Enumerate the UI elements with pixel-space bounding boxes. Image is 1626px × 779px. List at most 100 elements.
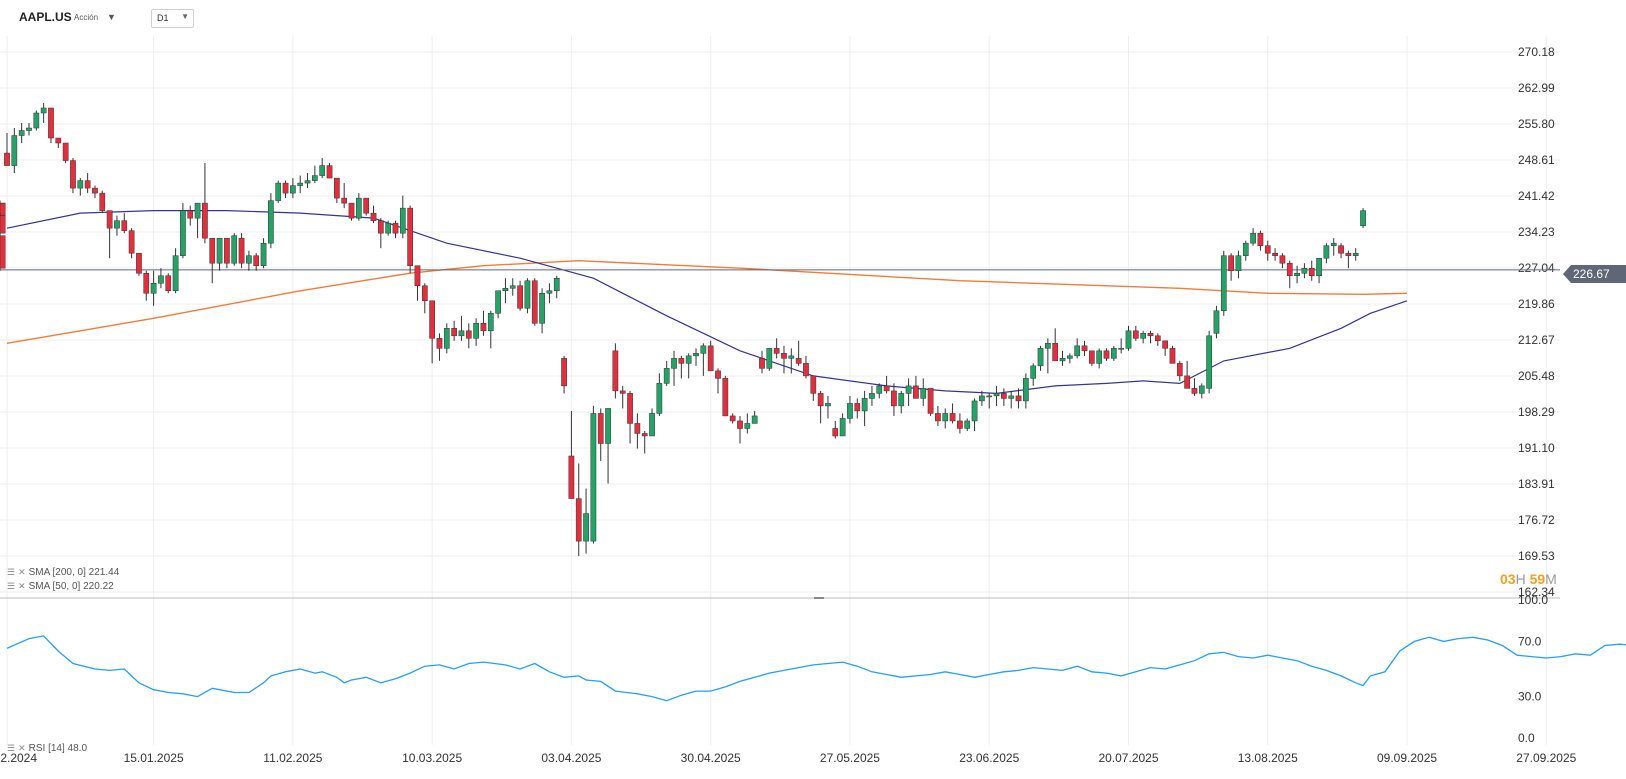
- candle-body: [1125, 330, 1132, 349]
- candle-body: [348, 202, 355, 219]
- candle: [158, 268, 164, 289]
- candle: [583, 488, 589, 554]
- candle: [1154, 333, 1161, 346]
- time-tick-label: 20.07.2025: [1098, 751, 1158, 765]
- candle: [40, 102, 47, 124]
- candle: [935, 405, 941, 426]
- candle: [260, 238, 267, 269]
- candle-body: [216, 237, 223, 264]
- candle: [341, 183, 348, 209]
- candle: [649, 408, 655, 437]
- candle-body: [715, 370, 721, 379]
- candle-body: [1074, 345, 1081, 357]
- chevron-down-icon[interactable]: ▼: [107, 12, 116, 22]
- candle: [70, 158, 76, 194]
- candle-body: [172, 255, 179, 292]
- candle: [392, 220, 399, 239]
- candle: [128, 228, 135, 259]
- legend-sma200: ☰ ✕ SMA [200, 0] 221.44: [7, 567, 119, 578]
- candle: [729, 413, 736, 424]
- price-tick-label: 198.29: [1518, 405, 1555, 419]
- candle: [810, 375, 817, 401]
- candle: [1330, 238, 1337, 256]
- sma50-value: 220.22: [83, 581, 114, 592]
- price-tick-label: 176.72: [1518, 513, 1555, 527]
- candle-body: [136, 252, 142, 274]
- candle-body: [1037, 348, 1044, 367]
- candle-body: [407, 207, 413, 266]
- candle-body: [1213, 310, 1220, 334]
- candle-body: [465, 330, 472, 339]
- candle-body: [399, 207, 406, 234]
- candle-body: [942, 413, 949, 422]
- settings-icon[interactable]: ☰: [7, 567, 16, 577]
- close-icon[interactable]: ✕: [18, 743, 26, 753]
- rsi-axis: 100.0 70.0 30.0 0.0: [1518, 593, 1548, 745]
- settings-icon[interactable]: ☰: [7, 743, 16, 753]
- candle-body: [40, 107, 47, 114]
- candle: [781, 345, 787, 374]
- candle-body: [1330, 242, 1337, 246]
- candle: [1147, 330, 1154, 344]
- candle-body: [876, 385, 883, 394]
- rsi-tick-label: 100.0: [1518, 593, 1548, 607]
- candle: [62, 142, 69, 164]
- candle: [663, 360, 670, 386]
- candle: [0, 233, 6, 271]
- candle: [172, 248, 179, 294]
- grid: [0, 36, 1560, 745]
- candle: [282, 180, 289, 199]
- candle-body: [473, 323, 479, 339]
- price-tick-label: 241.42: [1518, 189, 1555, 203]
- settings-icon[interactable]: ☰: [7, 581, 16, 591]
- candle: [788, 348, 795, 374]
- candle-body: [546, 290, 553, 294]
- time-tick-label: 27.05.2025: [820, 751, 880, 765]
- candle-body: [656, 383, 663, 414]
- candle: [825, 395, 831, 419]
- candle: [1198, 383, 1205, 399]
- countdown-hours: 03: [1500, 571, 1516, 587]
- candle-body: [627, 393, 633, 424]
- candle-body: [509, 285, 516, 289]
- candle: [979, 390, 985, 406]
- timeframe-select[interactable]: D1 ▼: [151, 9, 194, 28]
- candle-body: [334, 177, 340, 199]
- symbol-label[interactable]: AAPL.US: [19, 10, 72, 24]
- candle: [737, 415, 743, 444]
- candle-body: [964, 420, 971, 429]
- close-icon[interactable]: ✕: [18, 581, 26, 591]
- candle-body: [202, 202, 208, 239]
- candle-body: [1015, 395, 1022, 402]
- candle: [700, 343, 707, 376]
- time-tick-label: 15.01.2025: [124, 751, 184, 765]
- candle: [0, 213, 6, 236]
- close-icon[interactable]: ✕: [18, 567, 26, 577]
- candle-body: [575, 498, 582, 542]
- candle-body: [377, 220, 384, 234]
- candle: [1008, 390, 1015, 409]
- candle-body: [803, 363, 809, 377]
- candle-body: [194, 202, 201, 219]
- instrument-type: Acción: [74, 13, 99, 22]
- candle: [1030, 363, 1037, 386]
- candle-body: [260, 242, 267, 266]
- candle-body: [737, 420, 743, 429]
- candle: [268, 193, 274, 249]
- candle-body: [898, 393, 905, 407]
- candle: [1279, 253, 1286, 269]
- candle: [1323, 243, 1330, 264]
- candle-body: [355, 197, 362, 219]
- candle: [473, 318, 479, 346]
- pane-resize-handle[interactable]: [814, 597, 824, 599]
- candle: [715, 368, 721, 394]
- chevron-down-icon: ▼: [181, 12, 189, 21]
- candle: [297, 175, 304, 194]
- candle-body: [275, 182, 282, 201]
- countdown-minutes: 59: [1529, 571, 1546, 587]
- candle: [927, 388, 934, 416]
- candle: [575, 463, 582, 557]
- candle: [517, 280, 523, 311]
- candle: [502, 278, 509, 304]
